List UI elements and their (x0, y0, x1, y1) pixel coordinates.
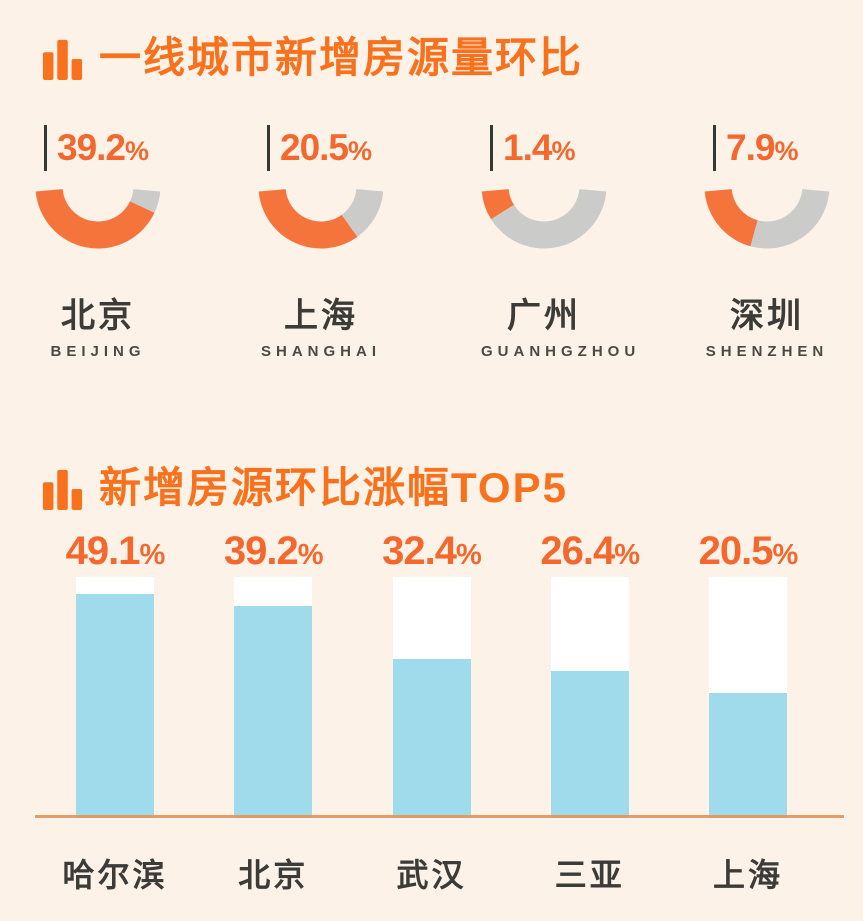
percent-sign: % (348, 136, 372, 167)
donut-value: 7.9% (704, 124, 830, 172)
bar-track (709, 576, 787, 818)
donut-value: 20.5% (258, 124, 384, 172)
bar-column: 26.4% (515, 529, 665, 818)
donut-empty-arc (341, 189, 384, 238)
gauge-donut (481, 189, 607, 249)
bar-value-label: 49.1% (65, 528, 166, 573)
bar-chart-section: 新增房源环比涨幅TOP5 49.1% 39.2% 32.4% 26.4% 20.5% 哈… (0, 360, 863, 895)
bar-fill (76, 593, 154, 818)
city-label-en: SHANGHAI (260, 343, 381, 361)
bar-chart-row: 49.1% 39.2% 32.4% 26.4% 20.5% (0, 513, 863, 818)
donut-value: 1.4% (481, 124, 607, 172)
bar-column: 20.5% (673, 529, 823, 818)
tick-mark (44, 125, 47, 172)
donut-filled-arc (35, 189, 155, 249)
bar-value-label: 39.2% (223, 528, 324, 573)
percent-sign: % (125, 136, 149, 167)
donut-empty-arc (750, 189, 830, 249)
bar-category-labels: 哈尔滨 北京 武汉 三亚 上海 (0, 818, 863, 896)
gauge-donut (35, 189, 161, 249)
city-label-zh: 北京 (61, 297, 135, 336)
bar-value-label: 26.4% (540, 528, 640, 573)
donut-column: 1.4% 广州 GUANHGZHOU (481, 124, 641, 361)
bar-value-label: 20.5% (698, 528, 799, 573)
bar-track (550, 576, 629, 818)
axis-baseline (35, 814, 844, 818)
percent-sign: % (774, 136, 798, 167)
donut-filled-arc (481, 189, 514, 220)
gauge-donut (704, 189, 830, 249)
percent-sign: % (772, 538, 799, 571)
city-label-en: GUANHGZHOU (481, 343, 641, 361)
donut-column: 20.5% 上海 SHANGHAI (258, 124, 384, 360)
bar-track (234, 576, 313, 818)
bar-column: 32.4% (357, 529, 507, 818)
bar-category-label: 武汉 (396, 856, 467, 893)
donut-column: 7.9% 深圳 SHENZHEN (704, 124, 830, 360)
percent-sign: % (139, 538, 166, 571)
bar-value-label: 32.4% (382, 528, 482, 573)
bar-category-label: 上海 (712, 856, 783, 893)
donut-value-label: 39.2% (57, 127, 149, 169)
city-label-zh: 深圳 (730, 297, 804, 336)
bar-chart-icon (42, 470, 83, 511)
bar-column: 39.2% (198, 529, 348, 818)
bar-fill (709, 692, 787, 818)
bar-track (392, 576, 471, 818)
section-title: 新增房源环比涨幅TOP5 (99, 464, 568, 512)
tick-mark (713, 125, 716, 172)
bar-category-label: 哈尔滨 (62, 856, 168, 893)
percent-sign: % (456, 538, 482, 571)
bar-category-label: 三亚 (554, 856, 625, 893)
bar-track (76, 576, 154, 818)
percent-sign: % (297, 538, 324, 571)
section-title: 一线城市新增房源量环比 (99, 34, 584, 81)
city-label-en: SHENZHEN (705, 343, 829, 361)
bar-fill (392, 658, 471, 818)
bar-fill (550, 670, 629, 818)
bar-column: 49.1% (40, 529, 190, 818)
tick-mark (267, 125, 270, 172)
donut-chart-row: 39.2% 北京 BEIJING 20.5% 上海 SHANGHAI 1.4% 广州 GUANH… (0, 82, 863, 360)
donut-filled-arc (258, 189, 358, 249)
bar-category-label: 北京 (238, 856, 309, 893)
donut-section-header: 一线城市新增房源量环比 (0, 0, 863, 82)
donut-empty-arc (130, 189, 161, 214)
gauge-donut (258, 189, 384, 249)
donut-chart-section: 一线城市新增房源量环比 39.2% 北京 BEIJING 20.5% 上海 SHANGHA… (0, 0, 863, 360)
donut-value-label: 7.9% (726, 127, 798, 169)
donut-filled-arc (704, 189, 758, 247)
percent-sign: % (551, 136, 575, 167)
donut-value-label: 20.5% (280, 127, 372, 169)
city-label-en: BEIJING (50, 343, 146, 361)
donut-value: 39.2% (35, 124, 161, 172)
bar-section-header: 新增房源环比涨幅TOP5 (0, 360, 863, 512)
donut-column: 39.2% 北京 BEIJING (35, 124, 161, 360)
bar-chart-icon (42, 40, 83, 81)
donut-empty-arc (491, 189, 607, 249)
donut-value-label: 1.4% (503, 127, 575, 169)
city-label-zh: 广州 (507, 297, 581, 336)
city-label-zh: 上海 (284, 297, 358, 336)
bar-fill (234, 605, 313, 818)
tick-mark (490, 125, 493, 172)
percent-sign: % (614, 538, 640, 571)
